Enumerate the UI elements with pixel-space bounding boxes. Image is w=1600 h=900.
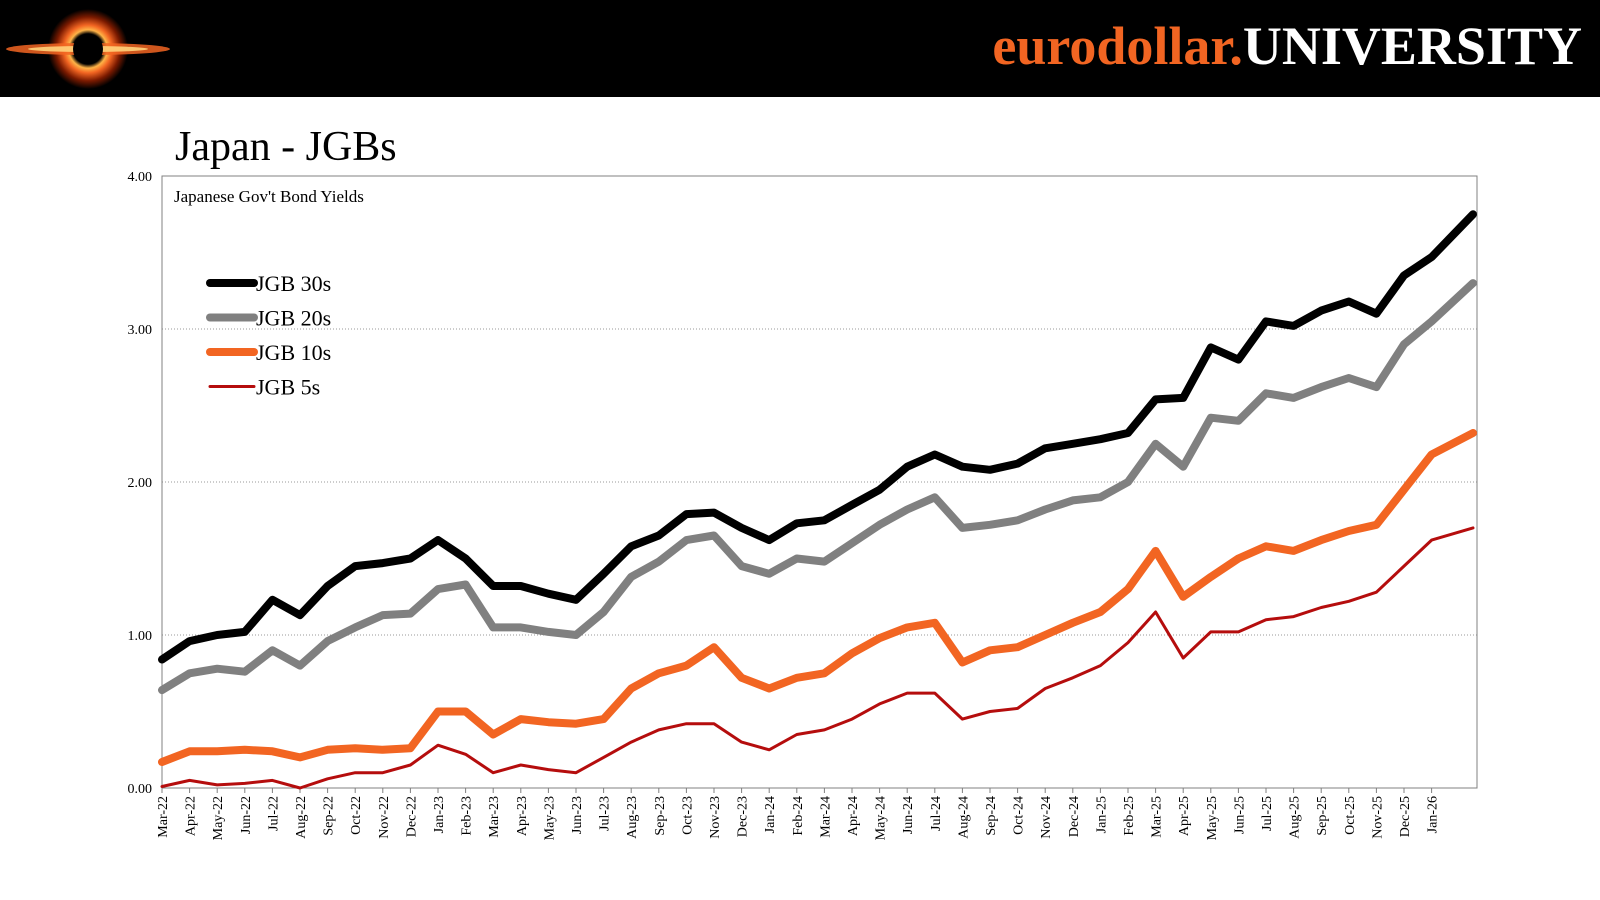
x-tick-label: Jun-23 <box>570 796 585 834</box>
x-tick-label: Dec-24 <box>1067 796 1082 837</box>
x-tick-label: Nov-24 <box>1039 796 1054 839</box>
x-tick-label: Oct-22 <box>349 796 364 835</box>
series-line-jgb-5s <box>160 526 1475 790</box>
x-tick-label: Jan-24 <box>763 796 778 833</box>
x-tick-label: Sep-22 <box>322 796 337 836</box>
y-tick-label: 4.00 <box>128 170 153 185</box>
y-tick-label: 0.00 <box>128 782 153 797</box>
x-tick-label: Dec-25 <box>1398 796 1413 837</box>
x-tick-label: Sep-24 <box>984 796 999 836</box>
x-tick-label: Dec-22 <box>404 796 419 837</box>
x-tick-label: Nov-22 <box>377 796 392 839</box>
legend-label: JGB 20s <box>256 306 331 331</box>
x-tick-label: Aug-25 <box>1288 796 1303 839</box>
x-tick-label: Mar-22 <box>156 796 171 838</box>
x-tick-label: Mar-23 <box>487 796 502 838</box>
black-hole-logo <box>4 3 172 94</box>
x-tick-label: May-24 <box>874 796 889 840</box>
x-tick-label: Jul-23 <box>598 796 613 831</box>
x-tick-label: Sep-23 <box>653 796 668 836</box>
x-tick-label: Jan-26 <box>1426 796 1441 833</box>
x-tick-label: Feb-23 <box>460 796 475 836</box>
x-tick-label: Jul-25 <box>1260 796 1275 831</box>
series-line-jgb-20s <box>158 279 1477 695</box>
x-tick-label: Oct-24 <box>1012 796 1027 835</box>
x-tick-label: Nov-25 <box>1370 796 1385 839</box>
y-tick-label: 2.00 <box>128 476 153 491</box>
brand-wordmark: eurodollar.UNIVERSITY <box>992 12 1582 80</box>
x-tick-label: Apr-22 <box>184 796 199 836</box>
plot-area-border <box>161 175 1478 789</box>
page-title: Japan - JGBs <box>175 124 397 170</box>
x-tick-label: Aug-24 <box>956 796 971 839</box>
y-tick-label: 1.00 <box>128 629 153 644</box>
x-tick-label: Nov-23 <box>708 796 723 839</box>
x-tick-label: Jun-22 <box>239 796 254 834</box>
x-tick-label: Dec-23 <box>736 796 751 837</box>
x-tick-label: Apr-25 <box>1177 796 1192 836</box>
x-tick-label: Jul-22 <box>266 796 281 831</box>
x-tick-label: Mar-25 <box>1150 796 1165 838</box>
x-tick-label: Mar-24 <box>818 796 833 838</box>
x-tick-label: Apr-23 <box>515 796 530 836</box>
x-tick-label: Jun-25 <box>1232 796 1247 834</box>
y-tick-label: 3.00 <box>128 323 153 338</box>
x-tick-label: May-25 <box>1205 796 1220 840</box>
x-tick-label: Jan-23 <box>432 796 447 833</box>
header-bar: eurodollar.UNIVERSITY <box>0 0 1600 97</box>
brand-part-university: UNIVERSITY <box>1242 16 1582 76</box>
x-tick-label: Jan-25 <box>1094 796 1109 833</box>
x-tick-label: Jun-24 <box>901 796 916 834</box>
x-tick-label: Feb-25 <box>1122 796 1137 836</box>
x-tick-label: Aug-23 <box>625 796 640 839</box>
x-tick-label: Feb-24 <box>791 796 806 836</box>
legend-label: JGB 5s <box>256 375 320 400</box>
x-tick-label: Oct-25 <box>1343 796 1358 835</box>
chart-subtitle: Japanese Gov't Bond Yields <box>174 187 364 206</box>
x-tick-label: Jul-24 <box>929 796 944 831</box>
x-tick-label: Aug-22 <box>294 796 309 839</box>
series-line-jgb-30s <box>158 210 1477 664</box>
x-tick-label: Apr-24 <box>846 796 861 836</box>
series-line-jgb-10s <box>158 429 1477 766</box>
x-tick-label: Oct-23 <box>680 796 695 835</box>
x-tick-label: May-23 <box>542 796 557 840</box>
brand-part-eurodollar: eurodollar. <box>992 16 1243 76</box>
x-tick-label: May-22 <box>211 796 226 840</box>
x-tick-label: Sep-25 <box>1315 796 1330 836</box>
legend-label: JGB 10s <box>256 340 331 365</box>
legend-label: JGB 30s <box>256 271 331 296</box>
